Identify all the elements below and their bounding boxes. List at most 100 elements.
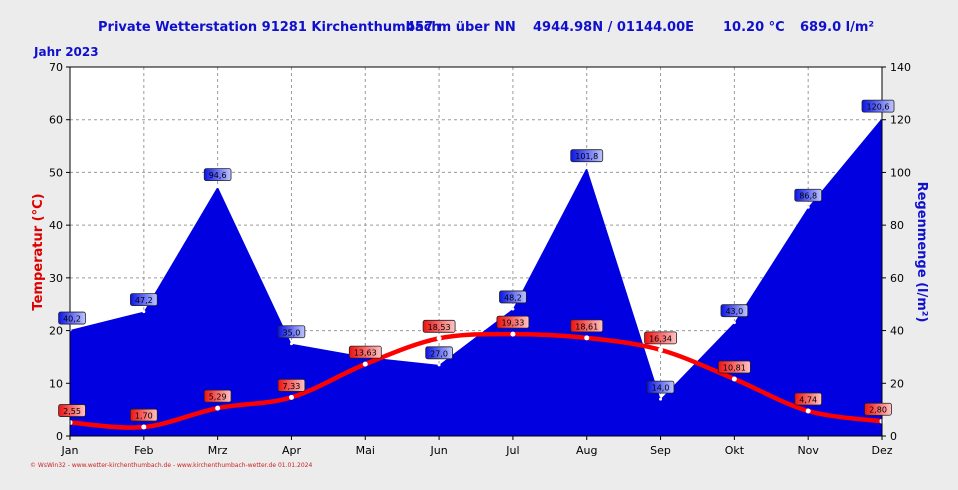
rain-point bbox=[732, 321, 736, 325]
footer-credit: © WsWin32 - www.wetter-kirchenthumbach.d… bbox=[30, 462, 312, 469]
x-axis-tick-label: Dez bbox=[871, 444, 892, 457]
left-axis-tick-label: 20 bbox=[49, 325, 63, 338]
left-axis-tick-label: 0 bbox=[56, 430, 63, 443]
x-axis-tick-label: Jun bbox=[429, 444, 447, 457]
temperature-data-label-box bbox=[277, 378, 306, 392]
temperature-data-label-text: 18,61 bbox=[575, 322, 598, 331]
rain-data-label-box bbox=[203, 168, 232, 182]
temperature-point bbox=[215, 405, 221, 411]
rain-data-label: 47,2 bbox=[130, 293, 158, 306]
temperature-data-label-text: 13,63 bbox=[354, 349, 377, 358]
temperature-data-label-text: 18,53 bbox=[428, 323, 451, 332]
temperature-data-label: 2,80 bbox=[864, 402, 892, 416]
temperature-data-label-box bbox=[794, 392, 822, 406]
rain-data-label: 27,0 bbox=[425, 346, 453, 360]
rain-point bbox=[585, 166, 589, 170]
temperature-data-label-box bbox=[717, 360, 751, 374]
temperature-data-label-text: 1,70 bbox=[135, 412, 153, 421]
rain-data-label-text: 47,2 bbox=[135, 296, 153, 305]
temperature-line bbox=[67, 331, 885, 430]
temperature-data-label-text: 2,55 bbox=[63, 407, 81, 416]
temperature-data-label: 2,55 bbox=[58, 404, 86, 417]
rain-area bbox=[70, 118, 882, 436]
temperature-data-label-box bbox=[644, 331, 677, 345]
temperature-data-label-text: 16,34 bbox=[649, 334, 672, 343]
temperature-data-label: 19,33 bbox=[496, 315, 530, 329]
rain-data-label-text: 40,2 bbox=[63, 315, 81, 324]
x-axis-tick-label: Jan bbox=[61, 444, 79, 457]
rain-data-label-box bbox=[794, 188, 822, 202]
temperature-data-label-box bbox=[58, 404, 86, 417]
right-axis-tick-label: 40 bbox=[890, 325, 904, 338]
rain-data-label-text: 101,8 bbox=[575, 152, 598, 161]
year-label: Jahr 2023 bbox=[34, 45, 99, 59]
rain-data-label: 35,0 bbox=[277, 325, 306, 339]
rain-data-label: 94,6 bbox=[203, 168, 232, 182]
temperature-point bbox=[584, 335, 590, 341]
x-axis-tick-label: Apr bbox=[282, 444, 302, 457]
temperature-data-label: 5,29 bbox=[203, 389, 232, 403]
rain-data-label-box bbox=[646, 380, 675, 394]
right-axis-tick-label: 80 bbox=[890, 219, 904, 232]
temperature-data-label-text: 5,29 bbox=[209, 393, 227, 402]
left-axis-tick-label: 40 bbox=[49, 219, 63, 232]
rain-data-label-box bbox=[499, 290, 527, 304]
x-axis-tick-label: Okt bbox=[725, 444, 745, 457]
rain-data-label: 101,8 bbox=[570, 149, 604, 163]
right-axis-tick-label: 20 bbox=[890, 377, 904, 390]
left-axis-tick-label: 10 bbox=[49, 377, 63, 390]
right-axis-tick-label: 0 bbox=[890, 430, 897, 443]
rain-data-label-text: 48,2 bbox=[504, 293, 522, 302]
rain-data-label-text: 14,0 bbox=[652, 384, 670, 393]
temperature-point bbox=[436, 335, 442, 341]
temperature-data-label: 18,53 bbox=[422, 319, 456, 333]
temperature-data-label-text: 10,81 bbox=[723, 364, 746, 373]
rain-point bbox=[511, 307, 515, 311]
x-axis-tick-label: Nov bbox=[797, 444, 819, 457]
rain-point bbox=[806, 205, 810, 209]
rain-data-label: 120,6 bbox=[861, 99, 895, 113]
left-axis-tick-label: 70 bbox=[49, 61, 63, 74]
rain-data-label: 48,2 bbox=[499, 290, 527, 304]
rain-data-label-text: 27,0 bbox=[430, 349, 448, 358]
temperature-data-label: 10,81 bbox=[717, 360, 751, 374]
left-axis-tick-label: 30 bbox=[49, 272, 63, 285]
temperature-data-label: 1,70 bbox=[130, 408, 158, 422]
temperature-point bbox=[362, 361, 368, 367]
temperature-data-label: 7,33 bbox=[277, 378, 306, 392]
rain-point bbox=[659, 397, 663, 401]
right-axis-tick-label: 60 bbox=[890, 272, 904, 285]
rain-data-label-box bbox=[130, 293, 158, 306]
rain-data-label-box bbox=[58, 311, 86, 325]
temperature-point bbox=[141, 424, 147, 430]
rain-data-label: 86,8 bbox=[794, 188, 822, 202]
temperature-data-label: 4,74 bbox=[794, 392, 822, 406]
rain-data-label-text: 94,6 bbox=[209, 171, 227, 180]
rain-data-label-text: 86,8 bbox=[799, 192, 817, 201]
temperature-data-label: 18,61 bbox=[570, 319, 604, 333]
rain-data-label-text: 43,0 bbox=[725, 307, 743, 316]
temperature-data-label-box bbox=[348, 345, 382, 359]
x-axis-tick-label: Jul bbox=[505, 444, 519, 457]
x-axis-tick-label: Sep bbox=[650, 444, 671, 457]
rain-data-label-box bbox=[425, 346, 453, 360]
station-title: Private Wetterstation 91281 Kirchenthumb… bbox=[98, 20, 441, 35]
rain-data-label-box bbox=[570, 149, 604, 163]
right-axis-title: Regenmenge (l/m²) bbox=[914, 182, 929, 323]
right-axis-tick-label: 120 bbox=[890, 114, 911, 127]
rain-data-label: 43,0 bbox=[720, 304, 749, 318]
left-axis-tick-label: 50 bbox=[49, 166, 63, 179]
temperature-data-label-box bbox=[203, 389, 232, 403]
average-temperature: 10.20 °C bbox=[723, 20, 785, 35]
temperature-data-label-box bbox=[496, 315, 530, 329]
temperature-data-label-text: 19,33 bbox=[501, 319, 524, 328]
rain-data-label: 14,0 bbox=[646, 380, 675, 394]
temperature-data-label: 13,63 bbox=[348, 345, 382, 359]
x-axis-tick-label: Feb bbox=[134, 444, 153, 457]
footer-text: © WsWin32 - www.wetter-kirchenthumbach.d… bbox=[30, 462, 313, 469]
temperature-data-label-box bbox=[570, 319, 604, 333]
temperature-data-label: 16,34 bbox=[644, 331, 677, 345]
temperature-data-label-text: 2,80 bbox=[869, 406, 887, 415]
rain-point bbox=[437, 363, 441, 367]
